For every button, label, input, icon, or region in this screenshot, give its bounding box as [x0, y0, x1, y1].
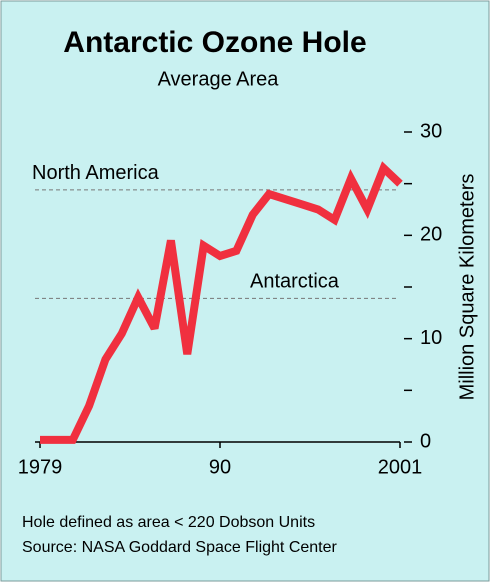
x-tick-label: 90	[209, 456, 231, 478]
y-tick-label: 10	[420, 327, 442, 349]
y-tick-label: 20	[420, 224, 442, 246]
y-tick-label: 30	[420, 120, 442, 142]
y-axis-label: Million Square Kilometers	[456, 174, 478, 401]
data-line	[40, 161, 403, 444]
reference-label: Antarctica	[250, 271, 340, 293]
footnote: Source: NASA Goddard Space Flight Center	[22, 539, 338, 556]
footnote: Hole defined as area < 220 Dobson Units	[22, 514, 315, 531]
reference-label: North America	[32, 162, 160, 184]
chart-title: Antarctic Ozone Hole	[63, 26, 366, 59]
chart-subtitle: Average Area	[158, 68, 280, 90]
y-tick-label: 0	[420, 430, 431, 452]
x-tick-label: 2001	[378, 456, 423, 478]
x-tick-label: 1979	[18, 456, 63, 478]
